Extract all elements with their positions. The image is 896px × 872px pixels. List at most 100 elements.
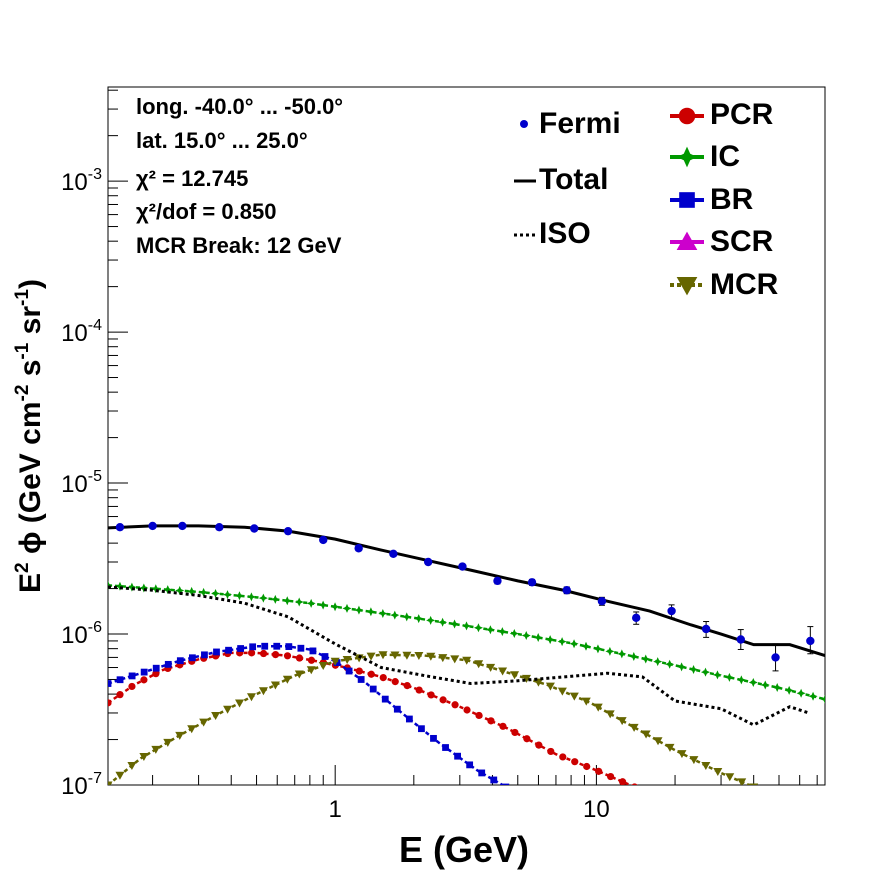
series-marker-ic bbox=[760, 680, 770, 690]
series-marker-br bbox=[393, 705, 401, 713]
legend-label-br: BR bbox=[710, 183, 754, 216]
series-marker-br bbox=[225, 646, 232, 654]
legend-symbol-pcr bbox=[678, 107, 696, 125]
series-layer bbox=[108, 521, 825, 785]
series-marker-ic bbox=[234, 591, 244, 601]
series-marker-ic bbox=[378, 608, 388, 618]
series-marker-ic bbox=[414, 614, 424, 624]
info-latitude: lat. 15.0° ... 25.0° bbox=[136, 128, 308, 153]
series-marker-ic bbox=[593, 644, 603, 654]
series-marker-mcr bbox=[139, 753, 149, 762]
series-marker-pcr bbox=[499, 722, 507, 730]
y-tick-label: 10-4 bbox=[61, 317, 102, 347]
y-tick-label: 10-5 bbox=[61, 468, 102, 498]
series-marker-mcr bbox=[378, 651, 388, 660]
series-marker-ic bbox=[246, 592, 256, 602]
series-marker-br bbox=[261, 642, 269, 650]
series-marker-mcr bbox=[689, 756, 699, 765]
fermi-data-point bbox=[389, 549, 398, 558]
series-marker-ic bbox=[354, 605, 364, 615]
series-marker-mcr bbox=[701, 762, 711, 771]
series-marker-ic bbox=[318, 600, 328, 610]
series-marker-mcr bbox=[725, 773, 735, 782]
legend-marker-scr bbox=[676, 231, 698, 251]
fermi-data-point bbox=[458, 562, 467, 571]
info-chi2: χ² = 12.745 bbox=[136, 166, 249, 191]
series-marker-br bbox=[369, 685, 377, 693]
series-marker-pcr bbox=[140, 676, 148, 684]
fermi-data-point bbox=[736, 635, 745, 644]
legend-markers bbox=[514, 107, 704, 296]
series-marker-br bbox=[454, 752, 461, 760]
series-marker-ic bbox=[438, 617, 448, 627]
series-marker-ic bbox=[450, 619, 460, 629]
series-marker-pcr bbox=[631, 783, 638, 785]
series-marker-mcr bbox=[258, 687, 268, 696]
series-marker-pcr bbox=[248, 649, 256, 657]
series-marker-mcr bbox=[402, 651, 412, 660]
legend-label-ic: IC bbox=[710, 140, 740, 173]
legend-symbol-ic bbox=[676, 146, 698, 168]
series-marker-mcr bbox=[713, 767, 723, 776]
series-marker-mcr bbox=[486, 663, 496, 672]
series-marker-ic bbox=[282, 596, 292, 606]
series-marker-pcr bbox=[128, 682, 136, 691]
series-marker-pcr bbox=[307, 656, 316, 664]
fermi-data-point bbox=[215, 522, 224, 532]
series-marker-ic bbox=[497, 627, 507, 637]
series-marker-ic bbox=[641, 654, 651, 664]
series-marker-pcr bbox=[463, 706, 471, 714]
series-marker-mcr bbox=[187, 725, 197, 734]
fermi-data-point bbox=[178, 521, 187, 531]
series-marker-br bbox=[418, 725, 425, 733]
series-marker-mcr bbox=[282, 675, 292, 684]
series-marker-ic bbox=[712, 670, 722, 680]
series-marker-ic bbox=[724, 672, 734, 682]
info-mcr-break: MCR Break: 12 GeV bbox=[136, 233, 342, 258]
series-marker-br bbox=[116, 676, 124, 684]
series-marker-mcr bbox=[294, 670, 304, 679]
series-marker-mcr bbox=[127, 762, 137, 771]
series-marker-pcr bbox=[439, 696, 447, 704]
series-marker-br bbox=[309, 647, 317, 655]
fermi-data-point bbox=[319, 535, 328, 545]
series-marker-mcr bbox=[749, 783, 759, 785]
series-marker-ic bbox=[306, 598, 316, 608]
y-tick-label: 10-3 bbox=[61, 166, 102, 196]
legend-marker-fermi bbox=[520, 120, 528, 128]
series-marker-ic bbox=[223, 590, 232, 600]
series-marker-pcr bbox=[367, 670, 375, 678]
series-marker-mcr bbox=[629, 723, 639, 732]
series-marker-pcr bbox=[116, 691, 124, 699]
series-marker-ic bbox=[258, 593, 268, 603]
series-marker-pcr bbox=[475, 711, 483, 720]
series-marker-mcr bbox=[653, 737, 663, 746]
series-marker-ic bbox=[330, 602, 340, 612]
series-marker-ic bbox=[462, 621, 471, 631]
series-marker-pcr bbox=[427, 691, 435, 699]
legend-marker-mcr bbox=[676, 276, 698, 296]
series-marker-mcr bbox=[306, 666, 316, 675]
series-marker-ic bbox=[629, 651, 639, 661]
series-marker-ic bbox=[772, 682, 782, 692]
series-marker-mcr bbox=[246, 693, 256, 702]
series-marker-pcr bbox=[559, 753, 567, 761]
legend-label-mcr: MCR bbox=[710, 268, 779, 301]
series-marker-mcr bbox=[163, 738, 173, 747]
series-marker-br bbox=[273, 642, 281, 650]
series-marker-mcr bbox=[330, 657, 340, 666]
series-marker-ic bbox=[617, 649, 627, 659]
legend-marker-ic bbox=[676, 146, 698, 168]
series-marker-mcr bbox=[641, 730, 651, 739]
series-marker-br bbox=[466, 761, 474, 769]
series-marker-pcr bbox=[511, 728, 519, 737]
series-marker-mcr bbox=[115, 771, 125, 780]
series-marker-ic bbox=[665, 659, 675, 669]
series-marker-ic bbox=[485, 625, 495, 635]
series-line-iso bbox=[108, 585, 810, 727]
fermi-data-point bbox=[597, 596, 607, 606]
series-marker-ic bbox=[736, 675, 746, 685]
series-marker-br bbox=[442, 744, 449, 751]
series-marker-mcr bbox=[235, 699, 245, 708]
series-marker-pcr bbox=[595, 767, 603, 775]
